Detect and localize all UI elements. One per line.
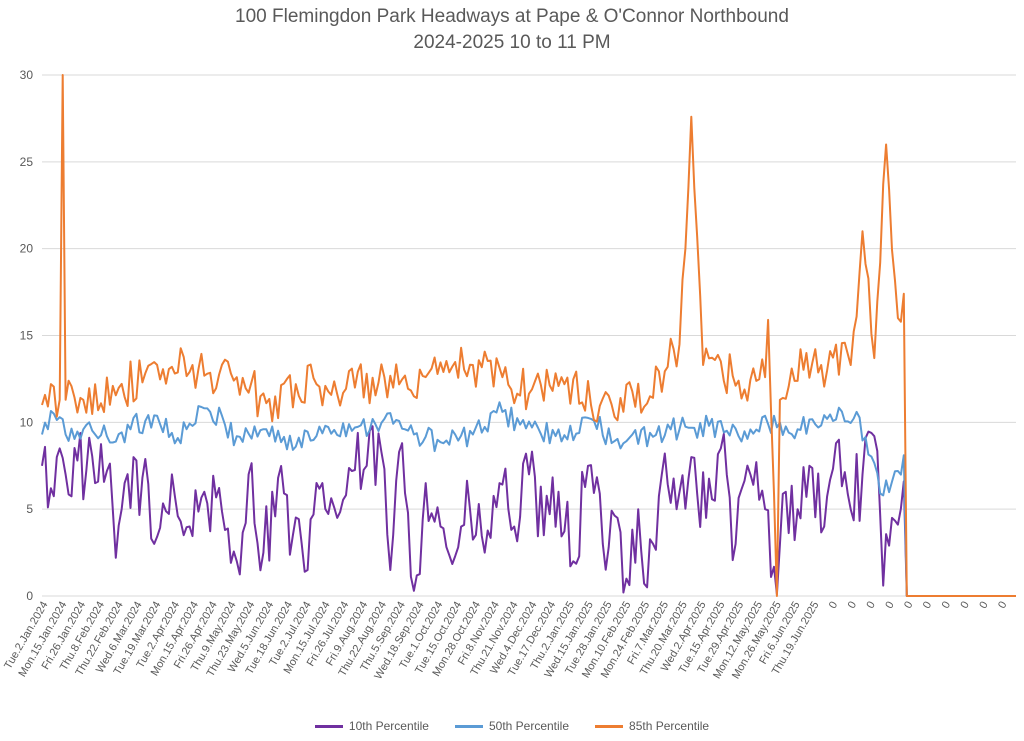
x-tick-label: 0 xyxy=(977,600,990,611)
legend-item: 85th Percentile xyxy=(595,719,709,733)
x-tick-label: 0 xyxy=(902,600,915,611)
y-tick-label: 0 xyxy=(26,589,33,603)
x-tick-label: 0 xyxy=(883,600,896,611)
x-tick-label: 0 xyxy=(846,600,859,611)
legend-label: 10th Percentile xyxy=(348,719,429,733)
x-tick-label: 0 xyxy=(827,600,840,611)
x-tick-label: 0 xyxy=(958,600,971,611)
y-tick-label: 30 xyxy=(20,68,34,82)
legend-swatch xyxy=(595,724,624,728)
legend-swatch xyxy=(314,724,343,728)
x-tick-label: 0 xyxy=(940,600,953,611)
legend-swatch xyxy=(454,724,483,728)
chart-title: 100 Flemingdon Park Headways at Pape & O… xyxy=(235,6,789,27)
x-tick-label: 0 xyxy=(864,600,877,611)
series-line-3 xyxy=(41,74,1016,597)
chart-subtitle: 2024-2025 10 to 11 PM xyxy=(413,32,611,53)
y-tick-label: 20 xyxy=(20,242,34,256)
legend-item: 50th Percentile xyxy=(454,719,570,733)
y-tick-label: 15 xyxy=(20,329,34,343)
x-tick-label: 0 xyxy=(996,600,1009,611)
x-tick-label: 0 xyxy=(921,600,934,611)
y-tick-label: 25 xyxy=(20,155,34,169)
legend-label: 85th Percentile xyxy=(629,719,710,733)
y-tick-label: 10 xyxy=(20,415,34,429)
series-line-1 xyxy=(41,425,1016,597)
legend-item: 10th Percentile xyxy=(314,719,429,733)
y-tick-label: 5 xyxy=(26,502,33,516)
legend: 10th Percentile 50th Percentile 85th Perce… xyxy=(0,719,1024,733)
series-line-2 xyxy=(41,401,1016,597)
legend-label: 50th Percentile xyxy=(488,719,570,733)
